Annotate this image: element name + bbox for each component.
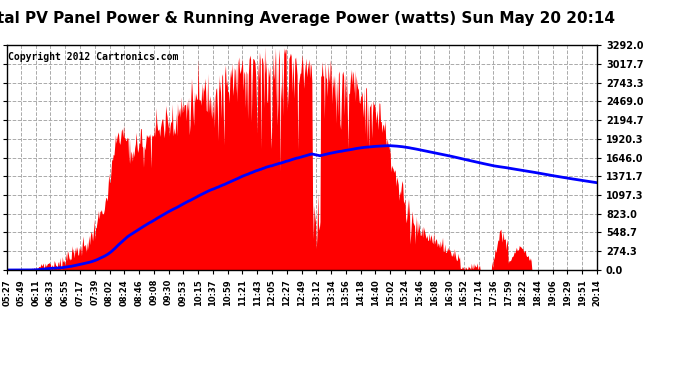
Text: Copyright 2012 Cartronics.com: Copyright 2012 Cartronics.com — [8, 52, 179, 62]
Text: Total PV Panel Power & Running Average Power (watts) Sun May 20 20:14: Total PV Panel Power & Running Average P… — [0, 11, 615, 26]
